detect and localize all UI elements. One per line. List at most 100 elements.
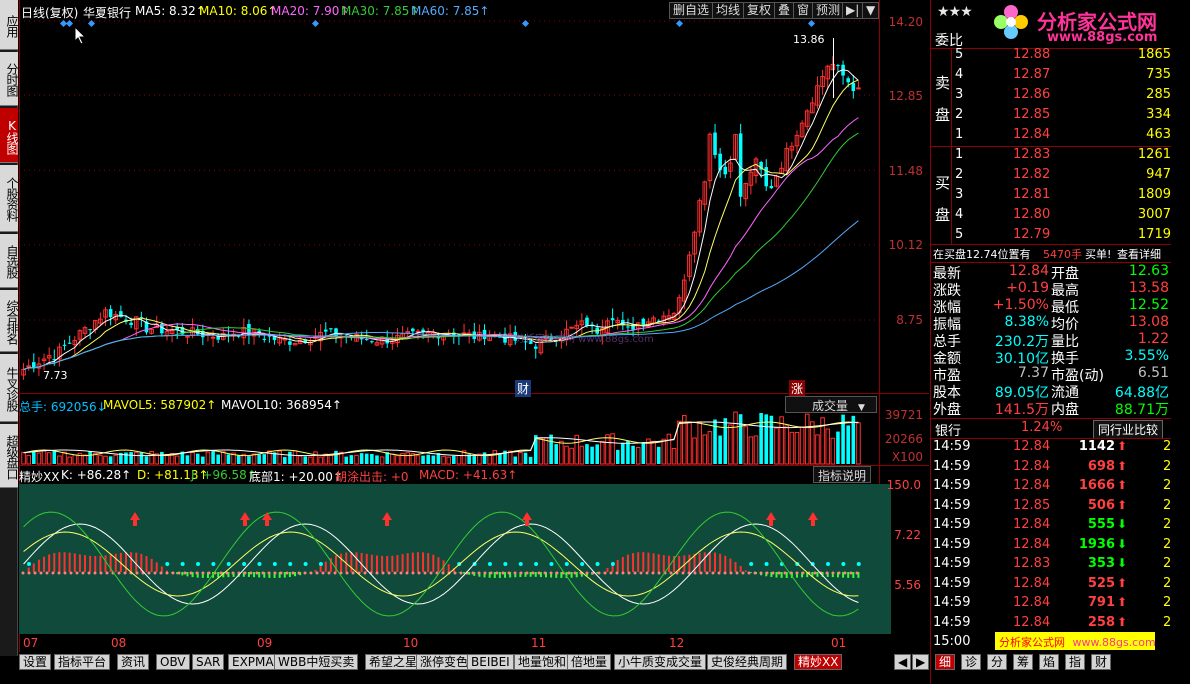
ma20-line	[23, 117, 859, 370]
candle-body	[615, 319, 620, 324]
candle-body	[794, 134, 800, 147]
right-tab-5[interactable]: 指	[1065, 654, 1086, 670]
tick-volume: 258	[1087, 614, 1115, 630]
volume-bar	[533, 435, 538, 464]
left-tab-1[interactable]: 分时图	[0, 52, 19, 106]
finance-marker[interactable]: 财	[515, 380, 532, 397]
kline-chart-canvas[interactable]	[19, 0, 929, 652]
buy-row[interactable]: 3 12.81 1809	[951, 187, 1171, 207]
candle-body	[820, 76, 825, 88]
sell-row[interactable]: 2 12.85 334	[951, 107, 1171, 127]
large-order-notice[interactable]: 在买盘12.74位置有 5470手 买单! 查看详细	[931, 246, 1171, 266]
tick-row: 14:59 12.84 1666 ⬆ 2	[931, 478, 1190, 497]
quote-value: 12.52	[1128, 297, 1169, 313]
bottom-tab-12[interactable]: 小牛质变成交量	[614, 654, 707, 670]
tick-row: 14:59 12.84 1142 ⬆ 2	[931, 439, 1190, 458]
volume-bar	[303, 456, 308, 464]
candle-body	[149, 328, 154, 334]
tab-scroll-right[interactable]: ▶	[912, 654, 930, 670]
sell-row[interactable]: 5 12.88 1865	[951, 47, 1171, 67]
predict-button[interactable]: 预测	[812, 2, 845, 19]
candle-body	[374, 342, 380, 346]
sell-row[interactable]: 3 12.86 285	[951, 87, 1171, 107]
buy-row[interactable]: 4 12.80 3007	[951, 207, 1171, 227]
tab-scroll-left[interactable]: ◀	[894, 654, 912, 670]
left-tab-7[interactable]: 超级盘口	[0, 424, 19, 488]
bottom-tab-11[interactable]: 倍地量	[567, 654, 612, 670]
buy-row[interactable]: 1 12.83 1261	[951, 147, 1171, 167]
sell-row[interactable]: 4 12.87 735	[951, 67, 1171, 87]
indicator-explain-button[interactable]: 指标说明	[813, 466, 872, 483]
kdj-line	[23, 523, 859, 605]
toolbar-dropdown-button[interactable]: ▼	[862, 2, 880, 19]
indicator-tick: 5.56	[894, 578, 921, 592]
tick-time: 14:59	[933, 497, 971, 513]
price-tick: 12.85	[888, 89, 923, 103]
quote-label: 最新	[933, 266, 961, 282]
volume-bar	[564, 445, 569, 465]
quote-row: 最新 12.84 开盘 12.63	[931, 263, 1171, 282]
volume-bar	[318, 456, 323, 465]
left-tab-0[interactable]: 应用	[0, 0, 19, 50]
buy-row[interactable]: 5 12.79 1719	[951, 227, 1171, 247]
quote-value: +1.50%	[992, 297, 1049, 313]
bottom-signal-dot	[196, 562, 201, 566]
tick-row: 14:59 12.84 1936 ⬇ 2	[931, 537, 1190, 556]
quote-label: 振幅	[933, 317, 961, 333]
tick-volume: 1936	[1078, 536, 1115, 552]
limit-up-marker[interactable]: 涨	[789, 380, 806, 397]
right-tab-6[interactable]: 财	[1091, 654, 1112, 670]
right-tab-2[interactable]: 分	[987, 654, 1008, 670]
candle-body	[713, 132, 717, 156]
quote-label: 均价	[1051, 317, 1079, 333]
volume-bar	[456, 454, 462, 465]
right-tab-0[interactable]: 细	[935, 654, 956, 670]
left-tab-3[interactable]: 个股资料	[0, 165, 19, 232]
left-tab-4[interactable]: 自选股	[0, 234, 19, 288]
volume-bar	[113, 454, 119, 465]
buy-volume: 1261	[1137, 147, 1171, 162]
left-tab-6[interactable]: 牛叉诊股	[0, 354, 19, 422]
candle-body	[707, 133, 713, 182]
sell-volume: 285	[1146, 87, 1171, 102]
right-tab-4[interactable]: 焰	[1039, 654, 1060, 670]
candle-body	[804, 110, 810, 127]
bottom-tab-14[interactable]: 精妙XX	[794, 654, 843, 670]
bottom-tab-8[interactable]: 涨停变色	[416, 654, 473, 670]
right-tab-3[interactable]: 筹	[1013, 654, 1034, 670]
nav-end-button[interactable]: ▶|	[842, 2, 864, 19]
indicator-shout: 胡涂出击: +0	[335, 470, 409, 484]
bottom-tab-7[interactable]: 希望之星	[365, 654, 422, 670]
sell-row[interactable]: 1 12.84 463	[951, 127, 1171, 147]
left-tab-5[interactable]: 综合排名	[0, 290, 19, 352]
bottom-tab-3[interactable]: OBV	[156, 654, 190, 670]
bottom-tab-6[interactable]: WBB中短买卖	[274, 654, 359, 670]
mavol10-value: MAVOL10: 368954↑	[221, 398, 342, 412]
bottom-tab-2[interactable]: 资讯	[117, 654, 150, 670]
volume-bar	[52, 451, 57, 464]
ma-line-button[interactable]: 均线	[712, 2, 745, 19]
notice-detail-link[interactable]: 查看详细	[1117, 248, 1161, 261]
arrow-up-icon: ⬆	[1117, 478, 1128, 492]
chart-area[interactable]: 日线(复权) 华夏银行 MA5: 8.32↑ MA10: 8.06↑ MA20:…	[19, 0, 929, 652]
bottom-tab-13[interactable]: 史俊经典周期	[707, 654, 788, 670]
left-tab-2[interactable]: K线图	[0, 108, 19, 163]
bottom-tab-5[interactable]: EXPMA	[228, 654, 278, 670]
bottom-signal-dot	[856, 562, 861, 566]
bottom-tab-9[interactable]: BEIBEI	[467, 654, 514, 670]
bottom-tab-4[interactable]: SAR	[192, 654, 225, 670]
quote-label: 涨幅	[933, 300, 961, 316]
volume-indicator-select[interactable]: 成交量 ▼	[785, 396, 877, 413]
period-label[interactable]: 日线(复权)	[21, 6, 79, 20]
buy-row[interactable]: 2 12.82 947	[951, 167, 1171, 187]
quote-value: +0.19	[1006, 280, 1049, 296]
candle-body	[272, 336, 277, 341]
tick-volume: 555	[1087, 517, 1115, 532]
right-tab-1[interactable]: 诊	[961, 654, 982, 670]
quote-label: 股本	[933, 385, 961, 401]
industry-compare-button[interactable]: 同行业比较	[1093, 420, 1164, 439]
overlay-button[interactable]: 叠	[774, 2, 795, 19]
bottom-tab-1[interactable]: 指标平台	[54, 654, 111, 670]
bottom-tab-0[interactable]: 设置	[19, 654, 52, 670]
bottom-tab-10[interactable]: 地量饱和	[514, 654, 571, 670]
